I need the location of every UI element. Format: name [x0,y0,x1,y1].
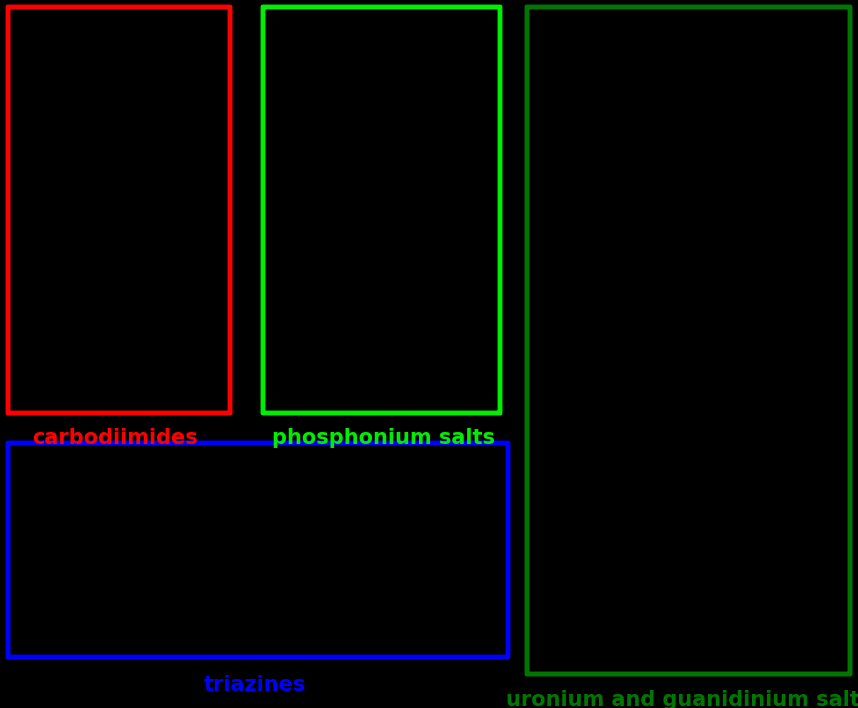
Text: triazines: triazines [204,675,306,695]
FancyBboxPatch shape [8,443,508,657]
FancyBboxPatch shape [8,7,230,413]
Text: phosphonium salts: phosphonium salts [271,428,494,448]
Text: uronium and guanidinium salts: uronium and guanidinium salts [506,690,858,708]
Text: carbodiimides: carbodiimides [32,428,198,448]
FancyBboxPatch shape [527,7,850,674]
FancyBboxPatch shape [263,7,500,413]
